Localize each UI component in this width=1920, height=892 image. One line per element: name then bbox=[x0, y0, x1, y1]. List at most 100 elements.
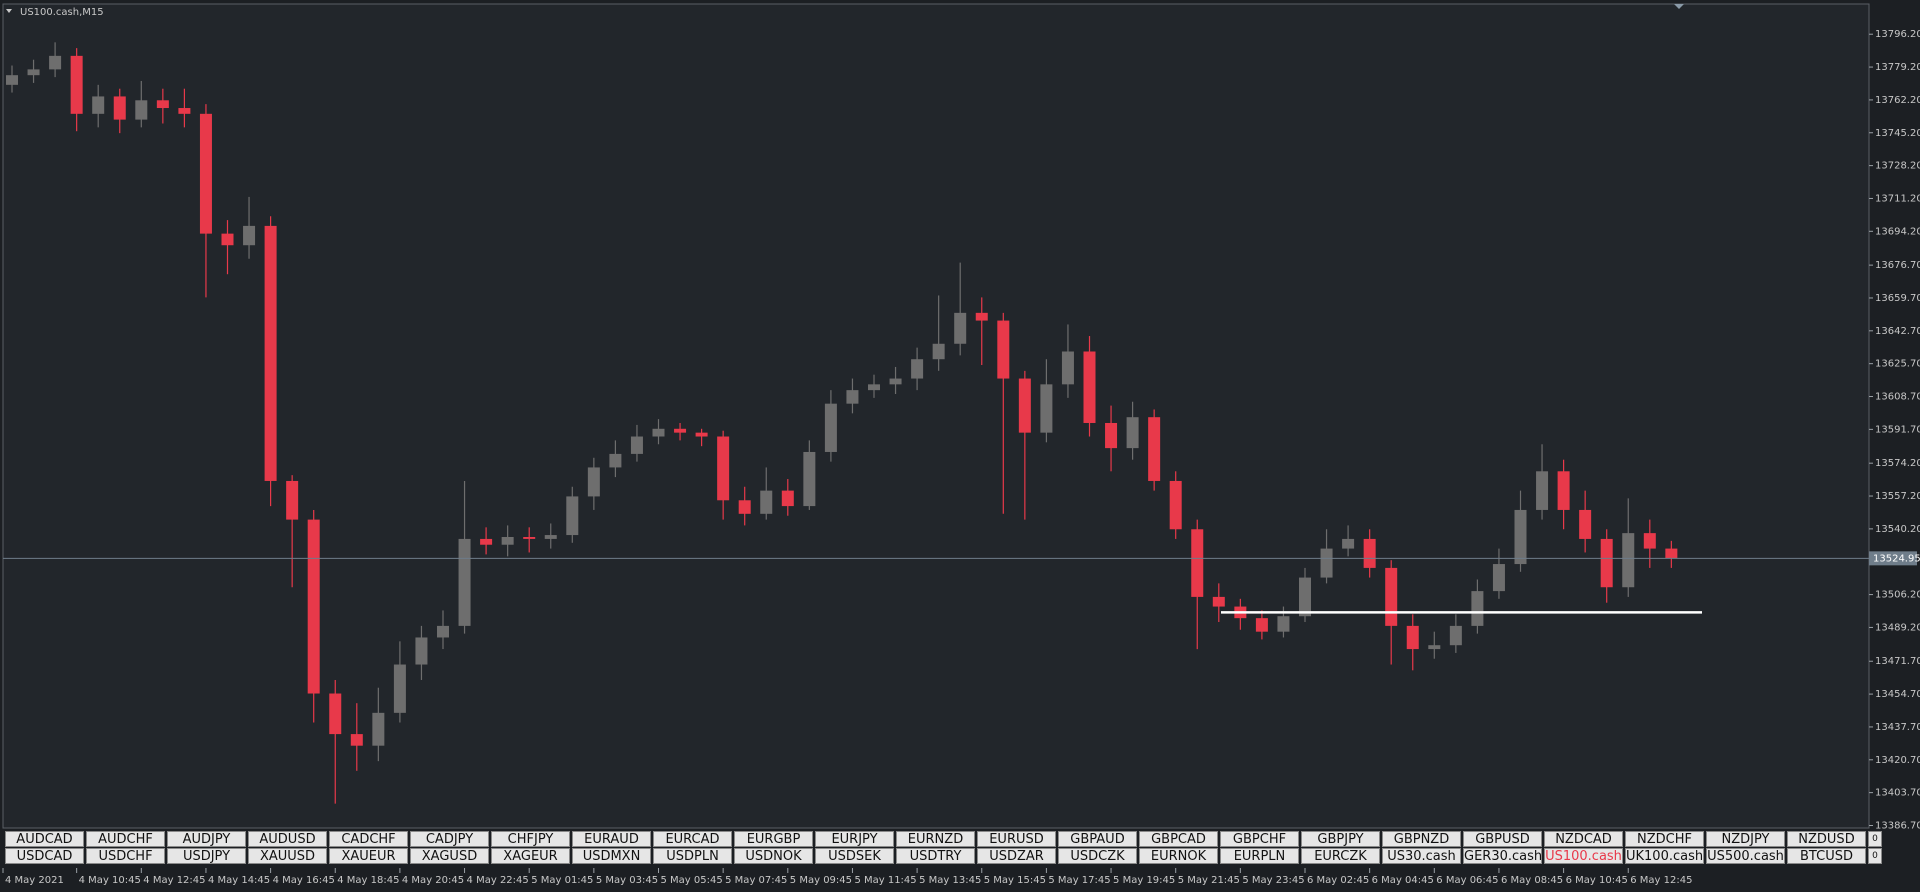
symbol-button[interactable]: NZDJPY bbox=[1706, 831, 1785, 847]
symbol-button[interactable]: CADCHF bbox=[329, 831, 408, 847]
button-row: USDCAD USDCHF USDJPY XAUUSD XAUEUR XAGUSD XAGE… bbox=[5, 848, 1915, 865]
y-tick-label: 13471.70 bbox=[1875, 656, 1920, 667]
symbol-button[interactable]: USDSEK bbox=[815, 848, 894, 864]
plot-area bbox=[2, 3, 1870, 829]
candle-body bbox=[954, 312, 967, 344]
symbol-button[interactable]: USDJPY bbox=[167, 848, 246, 864]
symbol-button[interactable]: USDNOK bbox=[734, 848, 813, 864]
symbol-button[interactable]: EURUSD bbox=[977, 831, 1056, 847]
candle-body bbox=[695, 432, 708, 437]
symbol-button[interactable]: EURCAD bbox=[653, 831, 732, 847]
symbol-button[interactable]: GBPCAD bbox=[1139, 831, 1218, 847]
symbol-button[interactable]: EURNOK bbox=[1139, 848, 1218, 864]
symbol-button[interactable]: EURNZD bbox=[896, 831, 975, 847]
symbol-button[interactable]: USDCZK bbox=[1058, 848, 1137, 864]
x-tick-label: 5 May 21:45 bbox=[1178, 875, 1240, 886]
candle-body bbox=[587, 467, 600, 497]
candle-body bbox=[1277, 616, 1290, 632]
x-tick-label: 6 May 06:45 bbox=[1436, 875, 1498, 886]
symbol-button[interactable]: CHFJPY bbox=[491, 831, 570, 847]
symbol-button[interactable]: AUDJPY bbox=[167, 831, 246, 847]
y-tick-label: 13557.20 bbox=[1875, 491, 1920, 502]
candle-body bbox=[1492, 564, 1505, 592]
y-tick-label: 13711.20 bbox=[1875, 193, 1920, 204]
x-tick-label: 5 May 01:45 bbox=[531, 875, 593, 886]
symbol-button[interactable]: AUDCHF bbox=[86, 831, 165, 847]
y-tick-label: 13694.20 bbox=[1875, 226, 1920, 237]
symbol-button[interactable]: US500.cash bbox=[1706, 848, 1785, 864]
symbol-button[interactable]: GBPNZD bbox=[1382, 831, 1461, 847]
symbol-button[interactable]: USDPLN bbox=[653, 848, 732, 864]
y-tick-label: 13506.20 bbox=[1875, 590, 1920, 601]
symbol-button[interactable]: GBPJPY bbox=[1301, 831, 1380, 847]
symbol-button[interactable]: EURCZK bbox=[1301, 848, 1380, 864]
y-tick-label: 13779.20 bbox=[1875, 62, 1920, 73]
candle-body bbox=[1040, 384, 1053, 433]
candle-body bbox=[1212, 596, 1225, 607]
candle-body bbox=[630, 436, 643, 454]
x-tick-label: 4 May 10:45 bbox=[79, 875, 141, 886]
shift-marker[interactable] bbox=[1674, 4, 1684, 9]
candle-body bbox=[480, 538, 493, 545]
symbol-button[interactable]: USDCAD bbox=[5, 848, 84, 864]
symbol-button[interactable]: NZDUSD bbox=[1787, 831, 1866, 847]
symbol-button[interactable]: GBPAUD bbox=[1058, 831, 1137, 847]
symbol-button[interactable]: BTCUSD bbox=[1787, 848, 1866, 864]
chart-title: US100.cash,M15 bbox=[20, 7, 104, 18]
x-tick-label: 5 May 09:45 bbox=[790, 875, 852, 886]
symbol-button[interactable]: EURPLN bbox=[1220, 848, 1299, 864]
x-tick-label: 4 May 16:45 bbox=[273, 875, 335, 886]
symbol-button[interactable]: GBPCHF bbox=[1220, 831, 1299, 847]
candle-body bbox=[221, 233, 234, 246]
x-tick-label: 5 May 19:45 bbox=[1113, 875, 1175, 886]
symbol-button[interactable]: GER30.cash bbox=[1463, 848, 1542, 864]
candle-body bbox=[1169, 480, 1182, 530]
candle-body bbox=[264, 225, 277, 481]
symbol-button[interactable]: EURAUD bbox=[572, 831, 651, 847]
price-label: 13524.95 bbox=[1873, 553, 1920, 564]
x-tick-label: 6 May 04:45 bbox=[1372, 875, 1434, 886]
candle-body bbox=[1406, 625, 1419, 650]
y-tick-label: 13762.20 bbox=[1875, 95, 1920, 106]
symbol-button[interactable]: EURJPY bbox=[815, 831, 894, 847]
y-tick-label: 13386.70 bbox=[1875, 820, 1920, 831]
y-tick-label: 13489.20 bbox=[1875, 622, 1920, 633]
symbol-button[interactable]: XAUUSD bbox=[248, 848, 327, 864]
symbol-button[interactable]: XAUEUR bbox=[329, 848, 408, 864]
button-row: AUDCAD AUDCHF AUDJPY AUDUSD CADCHF CADJPY CHFJ… bbox=[5, 831, 1915, 848]
symbol-button[interactable]: AUDCAD bbox=[5, 831, 84, 847]
candle-body bbox=[350, 734, 363, 746]
symbol-button[interactable]: XAGUSD bbox=[410, 848, 489, 864]
symbol-panel: AUDCAD AUDCHF AUDJPY AUDUSD CADCHF CADJPY CHFJ… bbox=[5, 831, 1915, 865]
candle-body bbox=[329, 693, 342, 735]
candle-body bbox=[70, 55, 83, 114]
y-tick-label: 13420.70 bbox=[1875, 755, 1920, 766]
candle-body bbox=[415, 637, 428, 665]
x-tick-label: 5 May 17:45 bbox=[1048, 875, 1110, 886]
symbol-button[interactable]: EURGBP bbox=[734, 831, 813, 847]
symbol-button[interactable]: GBPUSD bbox=[1463, 831, 1542, 847]
symbol-button[interactable]: UK100.cash bbox=[1625, 848, 1704, 864]
candle-body bbox=[199, 113, 212, 234]
symbol-button[interactable]: NZDCHF bbox=[1625, 831, 1704, 847]
candle-body bbox=[1126, 417, 1139, 449]
symbol-button[interactable]: USDZAR bbox=[977, 848, 1056, 864]
symbol-button[interactable]: XAGEUR bbox=[491, 848, 570, 864]
x-tick-label: 5 May 07:45 bbox=[725, 875, 787, 886]
x-tick-label: 4 May 2021 bbox=[5, 875, 64, 886]
candle-body bbox=[1148, 417, 1161, 481]
symbol-button[interactable]: USDTRY bbox=[896, 848, 975, 864]
menu-arrow[interactable] bbox=[6, 9, 12, 13]
symbol-button[interactable]: US30.cash bbox=[1382, 848, 1461, 864]
candle-body bbox=[523, 536, 536, 539]
symbol-button[interactable]: USDMXN bbox=[572, 848, 651, 864]
symbol-button[interactable]: CADJPY bbox=[410, 831, 489, 847]
symbol-button[interactable]: USDCHF bbox=[86, 848, 165, 864]
symbol-button[interactable]: NZDCAD bbox=[1544, 831, 1623, 847]
symbol-button[interactable]: AUDUSD bbox=[248, 831, 327, 847]
counter: 0 bbox=[1868, 831, 1882, 847]
candle-body bbox=[1622, 533, 1635, 588]
x-tick-label: 4 May 20:45 bbox=[402, 875, 464, 886]
symbol-button[interactable]: US100.cash bbox=[1544, 848, 1623, 864]
